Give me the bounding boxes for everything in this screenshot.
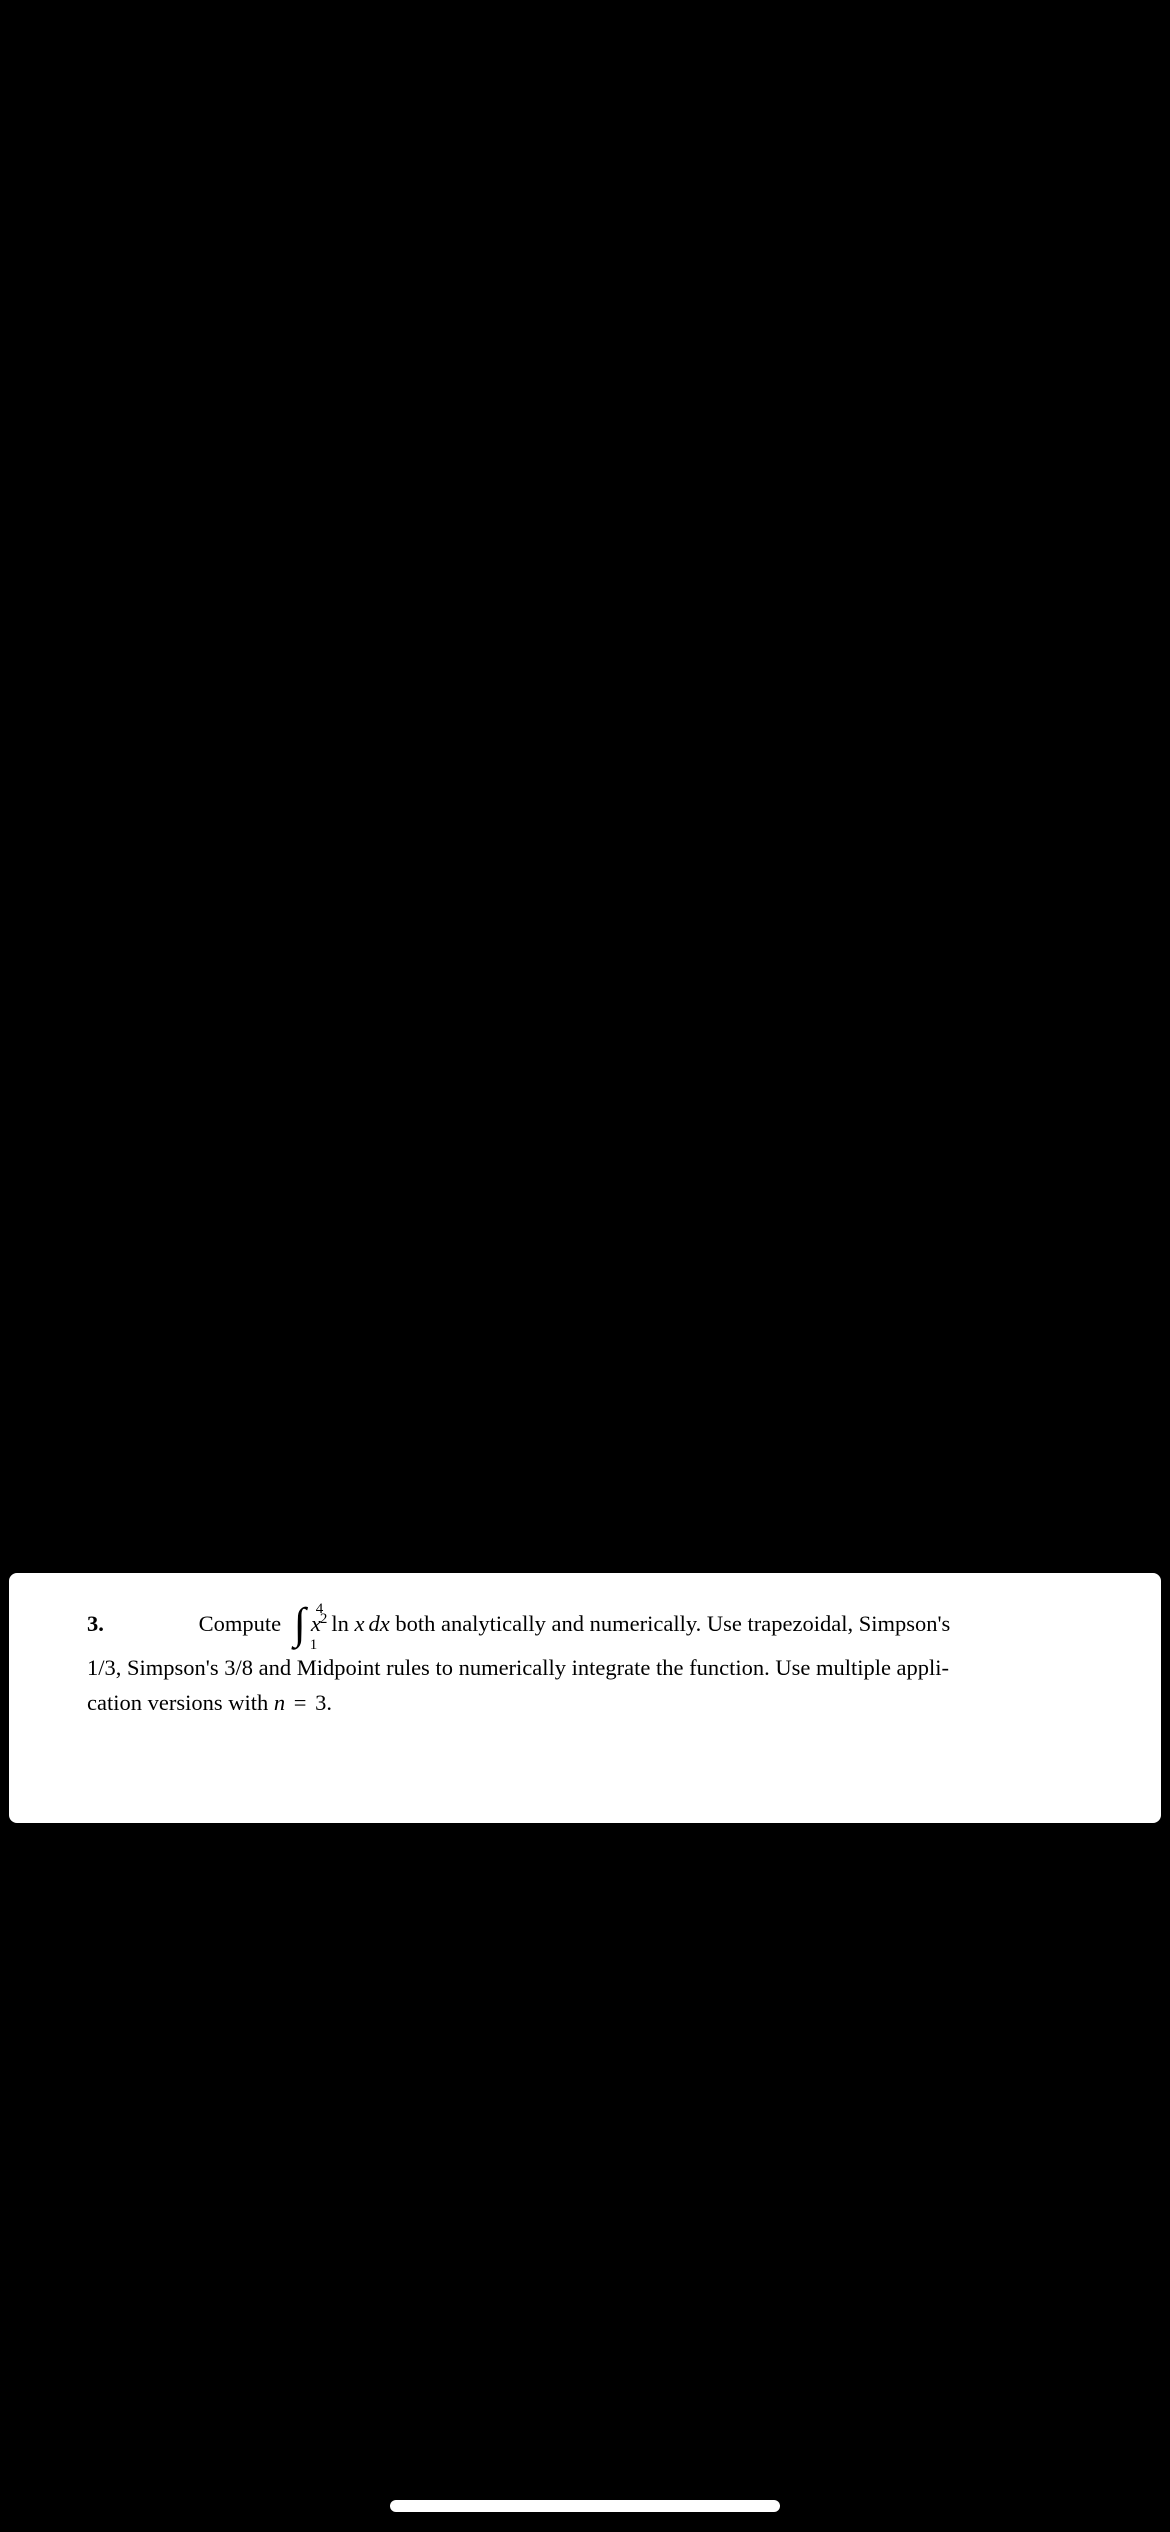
compute-label: Compute [199,1607,282,1642]
home-indicator[interactable] [390,2500,780,2512]
problem-text: 3. Compute ∫ 4 1 x2ln xdx both analytica… [87,1601,1083,1721]
integrand-xvar: x [354,1611,364,1636]
n-var: n [274,1690,285,1715]
integrand: x2ln xdx [311,1607,390,1642]
integrand-exponent: 2 [320,1611,328,1627]
integral-lower-limit: 1 [310,1634,318,1657]
n-equals: n = [274,1690,315,1715]
problem-line-2: 1/3, Simpson's 3/8 and Midpoint rules to… [87,1651,1083,1686]
problem-line-3a: cation versions with [87,1690,274,1715]
integrand-dx: dx [368,1611,389,1636]
integrand-ln: ln [331,1611,349,1636]
problem-card: 3. Compute ∫ 4 1 x2ln xdx both analytica… [9,1573,1161,1823]
n-value: 3. [315,1690,332,1715]
integral-expression: ∫ 4 1 [294,1603,306,1653]
problem-number: 3. [87,1607,115,1642]
text-after-integral: both analytically and numerically. Use t… [390,1611,951,1636]
eq-sign: = [288,1690,312,1715]
integral-sign: ∫ [294,1605,306,1643]
